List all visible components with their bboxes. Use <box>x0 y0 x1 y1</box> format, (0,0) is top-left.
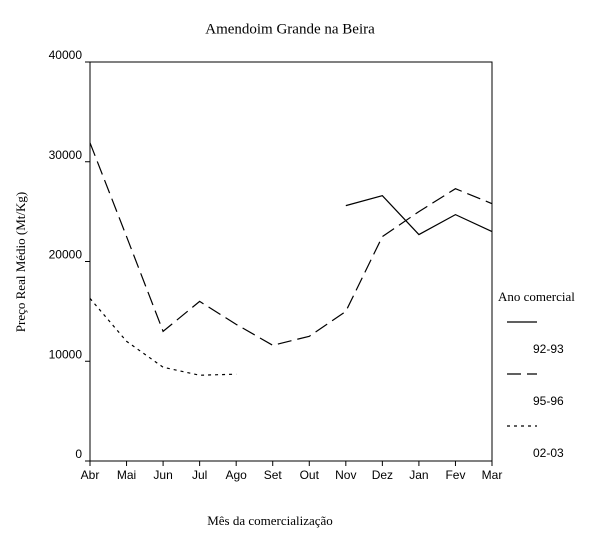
x-tick-label: Mar <box>482 468 503 482</box>
x-tick-label: Abr <box>81 468 100 482</box>
x-tick-label: Jul <box>192 468 207 482</box>
x-tick-label: Jun <box>153 468 172 482</box>
x-tick-label: Nov <box>335 468 356 482</box>
x-tick-label: Jan <box>409 468 428 482</box>
y-axis-label: Preço Real Médio (Mt/Kg) <box>13 192 28 332</box>
y-tick-label: 30000 <box>49 148 83 162</box>
x-tick-label: Ago <box>226 468 248 482</box>
x-tick-label: Dez <box>372 468 393 482</box>
y-tick-label: 20000 <box>49 248 83 262</box>
y-tick-label: 10000 <box>49 347 83 361</box>
x-tick-label: Mai <box>117 468 136 482</box>
series-line <box>89 298 237 376</box>
x-tick-label: Out <box>300 468 320 482</box>
legend-title: Ano comercial <box>498 289 575 304</box>
series-line <box>345 194 493 236</box>
x-tick-label: Fev <box>445 468 465 482</box>
y-tick-label: 40000 <box>49 48 83 62</box>
series-line <box>89 142 493 346</box>
legend-label: 02-03 <box>533 446 564 460</box>
legend-label: 92-93 <box>533 342 564 356</box>
y-tick-label: 0 <box>75 447 82 461</box>
x-axis-label: Mês da comercialização <box>207 513 333 528</box>
plot-frame <box>89 61 493 462</box>
legend-label: 95-96 <box>533 394 564 408</box>
x-tick-label: Set <box>264 468 283 482</box>
chart-title: Amendoim Grande na Beira <box>205 21 375 37</box>
